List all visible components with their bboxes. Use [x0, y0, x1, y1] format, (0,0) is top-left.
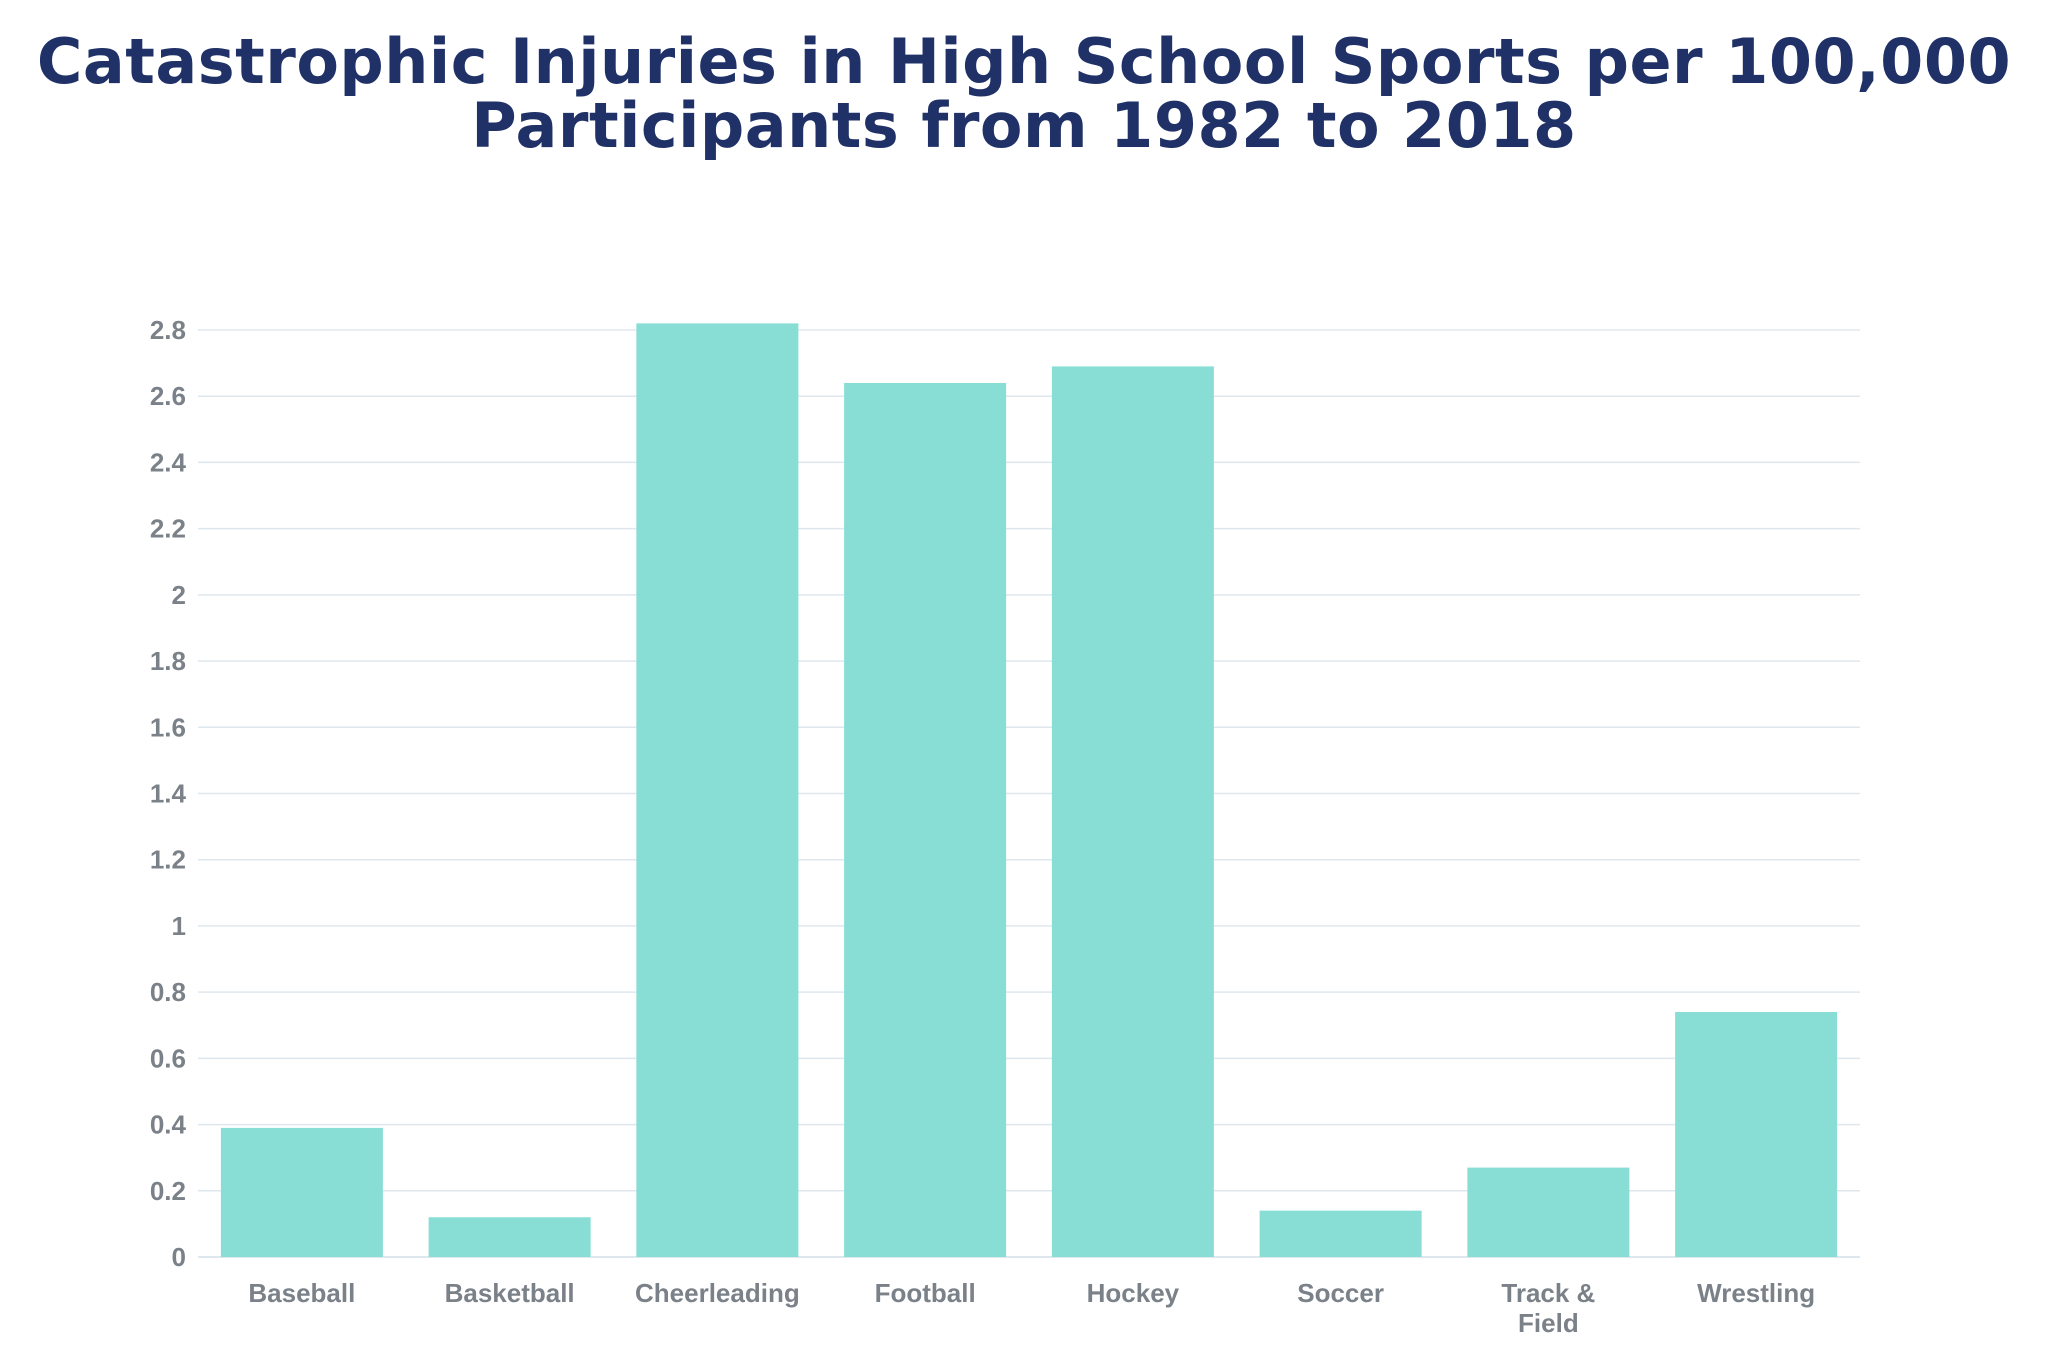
bar [636, 323, 799, 1258]
x-axis-category-labels: Baseball Basketball Cheerleading Football Ho… [248, 1278, 1815, 1338]
chart-title-line-1: Catastrophic Injuries in High School Spo… [36, 25, 2012, 98]
chart-title-line-2: Participants from 1982 to 2018 [471, 89, 1577, 162]
chart-title: Catastrophic Injuries in High School Spo… [0, 30, 2048, 158]
y-tick-label: 0.2 [150, 1176, 186, 1206]
y-tick-label: 1.6 [150, 712, 186, 742]
y-tick-label: 2.8 [150, 315, 186, 345]
x-category-label: Hockey [1087, 1278, 1180, 1308]
grid-lines [198, 329, 1860, 1258]
x-category-label: Basketball [445, 1278, 575, 1308]
bar [844, 382, 1007, 1257]
x-category-label: Track & Field [1501, 1278, 1595, 1338]
y-axis-tick-labels: 0 0.2 0.4 0.6 0.8 1 1.2 1.4 1.6 1.8 2 2.2 2.4 2.6 2.8 [150, 315, 187, 1272]
bar [220, 1127, 383, 1257]
bar [1051, 366, 1214, 1257]
x-category-label: Cheerleading [635, 1278, 800, 1308]
y-tick-label: 0.6 [150, 1043, 186, 1073]
y-tick-label: 0 [172, 1242, 186, 1272]
bar [428, 1217, 591, 1257]
x-category-label: Baseball [248, 1278, 355, 1308]
x-category-label: Football [875, 1278, 976, 1308]
y-tick-label: 2.4 [150, 447, 187, 477]
y-tick-label: 1 [172, 911, 186, 941]
y-tick-label: 1.2 [150, 845, 186, 875]
bar [1259, 1210, 1422, 1257]
bar [1467, 1167, 1630, 1257]
y-tick-label: 2 [172, 580, 186, 610]
bars [220, 323, 1838, 1258]
y-tick-label: 2.6 [150, 381, 186, 411]
bar [1675, 1012, 1838, 1257]
y-tick-label: 0.8 [150, 977, 186, 1007]
y-tick-label: 1.8 [150, 646, 186, 676]
y-tick-label: 1.4 [150, 779, 187, 809]
x-category-label: Wrestling [1697, 1278, 1815, 1308]
y-tick-label: 2.2 [150, 514, 186, 544]
y-tick-label: 0.4 [150, 1110, 187, 1140]
x-category-label: Soccer [1297, 1278, 1384, 1308]
